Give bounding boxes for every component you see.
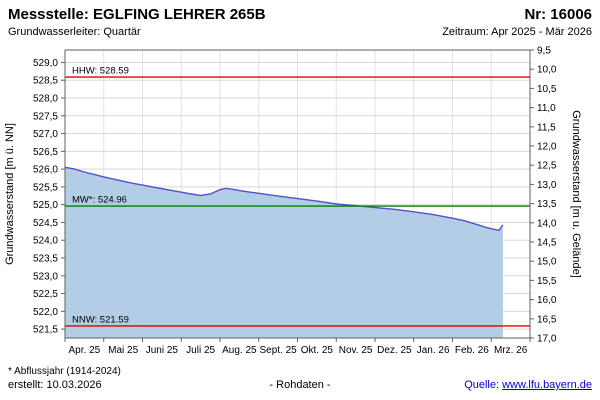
station-number: Nr: 16006 — [524, 6, 592, 23]
source-line: Quelle: www.lfu.bayern.de — [464, 379, 592, 392]
created-date: erstellt: 10.03.2026 — [8, 379, 102, 391]
aquifer-label: Grundwasserleiter: Quartär — [8, 26, 141, 38]
left-tick-label: 524,0 — [33, 236, 58, 247]
right-tick-label: 16,5 — [537, 314, 557, 325]
source-link[interactable]: www.lfu.bayern.de — [502, 379, 592, 391]
x-tick-label: Mai 25 — [108, 345, 138, 356]
right-tick-label: 13,5 — [537, 199, 557, 210]
x-tick-label: Okt. 25 — [301, 345, 334, 356]
reference-line-label-nnw: NNW: 521.59 — [72, 314, 129, 325]
right-tick-label: 14,5 — [537, 238, 557, 249]
chart-footer: * Abflussjahr (1914-2024) erstellt: 10.0… — [0, 365, 600, 392]
left-tick-label: 527,0 — [33, 129, 58, 140]
right-tick-label: 12,5 — [537, 161, 557, 172]
x-tick-label: Nov. 25 — [339, 345, 373, 356]
left-tick-label: 526,5 — [33, 147, 58, 158]
right-tick-label: 12,0 — [537, 142, 557, 153]
groundwater-series-line — [64, 166, 504, 232]
left-tick-label: 528,5 — [33, 76, 58, 87]
x-tick-label: Juli 25 — [186, 345, 215, 356]
left-tick-label: 528,0 — [33, 94, 58, 105]
left-tick-label: 529,0 — [33, 58, 58, 69]
right-tick-label: 10,0 — [537, 65, 557, 76]
left-tick-label: 525,0 — [33, 200, 58, 211]
x-tick-label: Dez. 25 — [377, 345, 412, 356]
groundwater-area-fill — [65, 167, 503, 338]
chart-header: Messstelle: EGLFING LEHRER 265B Nr: 1600… — [0, 0, 600, 38]
station-title: Messstelle: EGLFING LEHRER 265B — [8, 6, 266, 23]
groundwater-level-chart: HHW: 528.59 MW*: 524.96 NNW: 521.59 529,0 52… — [0, 38, 600, 365]
right-tick-label: 11,0 — [537, 103, 556, 114]
reference-line-label-mw: MW*: 524.96 — [72, 195, 127, 206]
left-tick-label: 521,5 — [33, 325, 58, 336]
period-label: Zeitraum: Apr 2025 - Mär 2026 — [442, 26, 592, 38]
right-tick-label: 17,0 — [537, 334, 557, 345]
left-tick-label: 525,5 — [33, 182, 58, 193]
rohdaten-label: - Rohdaten - — [269, 379, 331, 391]
left-tick-label: 524,5 — [33, 218, 58, 229]
x-tick-label: Feb. 26 — [455, 345, 489, 356]
left-tick-label: 523,0 — [33, 271, 58, 282]
x-tick-label: Mrz. 26 — [494, 345, 528, 356]
right-tick-label: 10,5 — [537, 84, 557, 95]
left-tick-label: 526,0 — [33, 165, 58, 176]
reference-line-label-hhw: HHW: 528.59 — [72, 66, 129, 77]
x-tick-label: Apr. 25 — [69, 345, 101, 356]
left-tick-label: 522,0 — [33, 307, 58, 318]
left-tick-label: 527,5 — [33, 111, 58, 122]
x-tick-label: Jan. 26 — [417, 345, 450, 356]
footnote-abflussjahr: * Abflussjahr (1914-2024) — [8, 366, 121, 377]
right-tick-label: 14,0 — [537, 218, 557, 229]
left-tick-label: 523,5 — [33, 254, 58, 265]
source-prefix: Quelle: — [464, 379, 500, 391]
x-tick-label: Sept. 25 — [259, 345, 297, 356]
right-axis-title: Grundwasserstand [m u. Gelände] — [570, 110, 582, 278]
right-tick-label: 15,0 — [537, 257, 557, 268]
right-tick-label: 16,0 — [537, 295, 557, 306]
left-tick-label: 522,5 — [33, 289, 58, 300]
right-tick-label: 9,5 — [537, 46, 551, 57]
left-axis-title: Grundwasserstand [m ü. NN] — [4, 123, 16, 265]
right-tick-label: 13,0 — [537, 180, 557, 191]
x-tick-label: Juni 25 — [146, 345, 179, 356]
right-tick-label: 11,5 — [537, 122, 556, 133]
x-tick-label: Aug. 25 — [222, 345, 257, 356]
right-tick-label: 15,5 — [537, 276, 557, 287]
